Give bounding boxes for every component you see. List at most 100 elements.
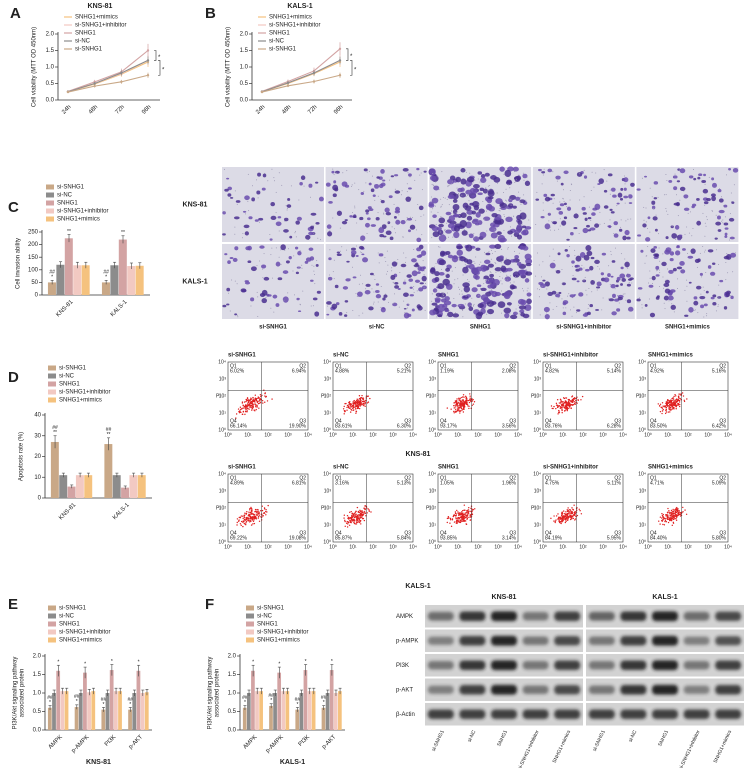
y-tick-label: 10² <box>324 505 332 511</box>
pore <box>697 267 698 268</box>
stained-cell <box>481 268 486 272</box>
pore <box>561 269 562 270</box>
pore <box>705 272 706 273</box>
stained-cell <box>483 216 490 220</box>
pore <box>473 181 474 182</box>
event-dot <box>454 407 455 408</box>
bar <box>104 444 112 498</box>
lane-label: SNHG1 <box>496 729 509 747</box>
stained-cell <box>618 297 623 300</box>
pore <box>257 296 258 297</box>
pore <box>483 278 484 279</box>
stained-cell <box>655 229 658 232</box>
stained-cell <box>684 208 690 211</box>
stained-cell <box>339 312 343 316</box>
micrograph <box>222 244 324 319</box>
event-dot <box>265 511 266 512</box>
pore <box>489 189 490 190</box>
pore <box>508 184 509 185</box>
pore <box>423 215 424 216</box>
pore <box>329 249 330 250</box>
pore <box>439 247 440 248</box>
stained-cell <box>594 260 600 264</box>
pore <box>506 200 507 201</box>
pore <box>489 304 490 305</box>
lane-label: SNHG1 <box>657 729 670 747</box>
pore <box>732 271 733 272</box>
pore <box>649 270 650 271</box>
y-tick-label: 10³ <box>639 488 647 494</box>
event-dot <box>668 411 669 412</box>
legend-label: si-NC <box>59 374 75 380</box>
blot-band <box>554 710 580 719</box>
legend-label: SNHG1 <box>75 31 96 37</box>
pore <box>402 190 403 191</box>
event-dot <box>360 517 361 518</box>
event-dot <box>679 398 680 399</box>
row-label: KNS-81 <box>183 201 208 208</box>
pore <box>334 174 335 175</box>
bar <box>48 708 52 730</box>
pore <box>354 183 355 184</box>
pore <box>434 266 435 267</box>
event-dot <box>571 517 572 518</box>
stained-cell <box>333 180 336 183</box>
stained-cell <box>365 290 371 294</box>
stained-cell <box>296 272 299 275</box>
y-tick-label: 0.0 <box>240 98 249 104</box>
pore <box>705 250 706 251</box>
x-tick-label: 10¹ <box>349 544 357 550</box>
pore <box>539 296 540 297</box>
point <box>339 48 341 50</box>
event-dot <box>243 405 244 406</box>
stained-cell <box>558 292 561 294</box>
stained-cell <box>233 258 238 262</box>
bar <box>269 706 273 730</box>
stained-cell <box>628 307 633 312</box>
event-dot <box>250 520 251 521</box>
pore <box>597 266 598 267</box>
event-dot <box>457 408 458 409</box>
pore <box>265 297 266 298</box>
pore <box>395 232 396 233</box>
pore <box>283 300 284 301</box>
event-dot <box>460 522 461 523</box>
stained-cell <box>653 253 658 256</box>
pore <box>558 229 559 230</box>
event-dot <box>662 410 663 411</box>
stained-cell <box>477 284 482 287</box>
stained-cell <box>514 255 519 259</box>
event-dot <box>350 521 351 522</box>
y-axis-label: Apoptosis rate (%) <box>19 432 25 481</box>
event-dot <box>344 413 345 414</box>
stained-cell <box>387 221 390 224</box>
legend-label: si-SNHG1 <box>59 366 87 372</box>
pore <box>252 185 253 186</box>
stained-cell <box>244 195 250 200</box>
legend-swatch <box>246 606 254 611</box>
legend-swatch <box>48 606 56 611</box>
event-dot <box>573 404 574 405</box>
stained-cell <box>412 309 415 312</box>
stained-cell <box>573 213 578 218</box>
stained-cell <box>264 277 270 281</box>
pore <box>284 250 285 251</box>
pore <box>451 183 452 184</box>
event-dot <box>561 513 562 514</box>
stained-cell <box>573 227 577 229</box>
stained-cell <box>565 249 568 252</box>
stained-cell <box>724 235 727 238</box>
pore <box>525 200 526 201</box>
pore <box>473 233 474 234</box>
panel-letter: F <box>205 596 214 613</box>
pore <box>611 254 612 255</box>
pore <box>417 290 418 291</box>
pore <box>650 188 651 189</box>
event-dot <box>469 402 470 403</box>
stained-cell <box>438 217 445 223</box>
event-dot <box>250 518 251 519</box>
pore <box>563 198 564 199</box>
y-tick-label: 10⁴ <box>323 471 331 477</box>
pore <box>270 308 271 309</box>
pore <box>588 304 589 305</box>
